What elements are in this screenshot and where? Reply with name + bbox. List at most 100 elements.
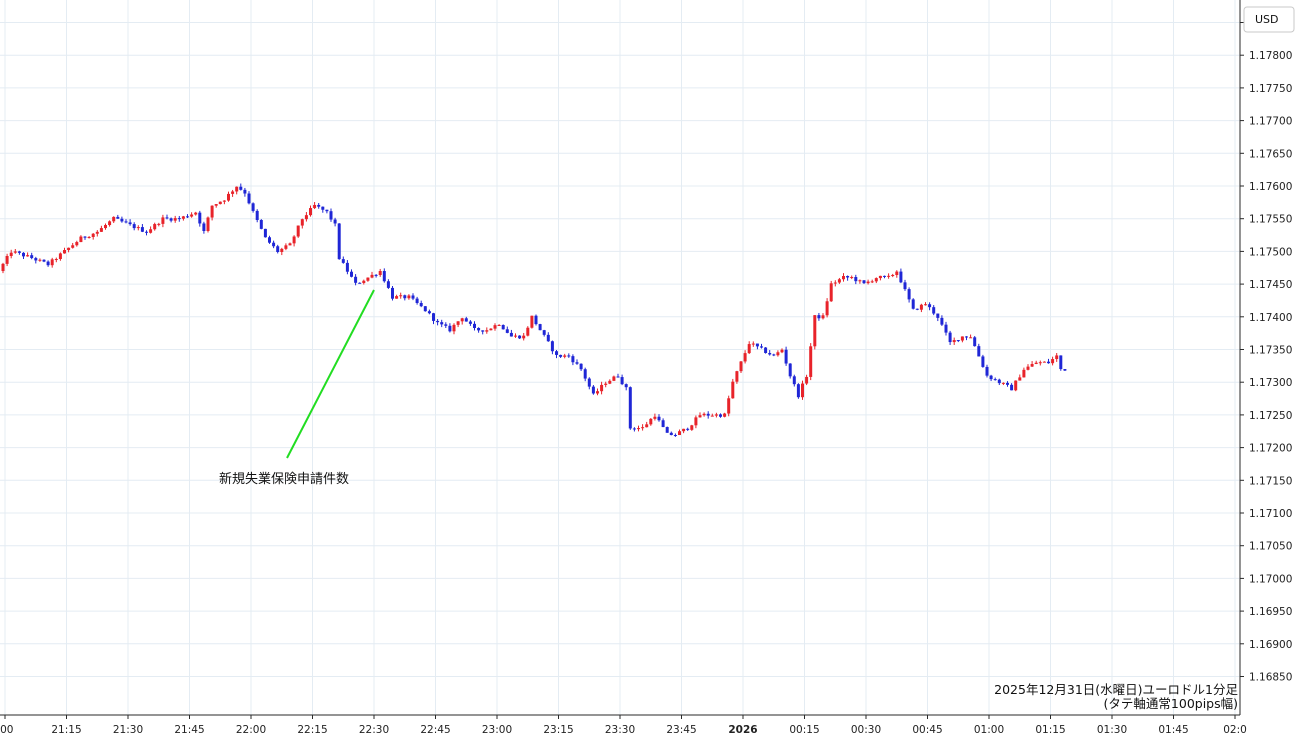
- candle: [489, 328, 493, 331]
- candle: [5, 253, 9, 267]
- candle: [842, 273, 845, 282]
- candle-body: [321, 206, 325, 210]
- candle-body: [956, 340, 960, 342]
- candle-body: [75, 242, 79, 246]
- candle-body: [1026, 366, 1030, 370]
- candle: [1, 262, 5, 274]
- candle: [948, 330, 952, 345]
- candle-body: [698, 415, 702, 418]
- candle-body: [1006, 382, 1009, 385]
- candle-body: [792, 376, 796, 385]
- candle: [1030, 361, 1034, 367]
- price-tick-label: 1.17300: [1249, 377, 1292, 389]
- candle-body: [1010, 384, 1014, 391]
- price-tick-label: 1.17100: [1249, 508, 1292, 520]
- candle-body: [468, 321, 472, 324]
- candle: [522, 332, 526, 341]
- candle: [452, 323, 456, 335]
- candle: [386, 279, 390, 289]
- candle: [140, 224, 144, 233]
- candle-body: [624, 384, 628, 388]
- candle: [157, 222, 161, 227]
- candle: [30, 252, 34, 260]
- candle-body: [272, 242, 276, 247]
- candle: [99, 225, 103, 232]
- candle-body: [485, 330, 489, 332]
- candle-body: [22, 252, 25, 257]
- candle: [382, 268, 386, 283]
- candle-body: [128, 222, 132, 225]
- candle: [1006, 381, 1009, 387]
- candle: [1055, 353, 1059, 362]
- candle-body: [903, 282, 907, 290]
- candle: [186, 214, 189, 219]
- time-tick-label: 22:30: [359, 724, 389, 736]
- candle: [907, 287, 911, 303]
- candle: [632, 427, 636, 432]
- candle: [579, 363, 583, 371]
- candle-body: [460, 318, 464, 322]
- candle: [751, 341, 755, 347]
- candle: [71, 242, 75, 249]
- candle: [608, 379, 612, 385]
- candle: [268, 235, 271, 244]
- candle-body: [300, 219, 304, 226]
- candle-body: [678, 431, 681, 436]
- candle: [63, 247, 66, 254]
- candle: [132, 222, 136, 231]
- price-tick-label: 1.17250: [1249, 410, 1292, 422]
- candle-body: [924, 304, 927, 306]
- candle: [235, 186, 239, 195]
- time-axis-background: [0, 715, 1240, 745]
- candle: [727, 395, 731, 417]
- currency-button[interactable]: USD: [1243, 6, 1295, 33]
- candle: [255, 209, 259, 223]
- candle: [575, 359, 579, 365]
- candle: [514, 333, 517, 338]
- candle-body: [600, 384, 604, 392]
- candle: [169, 217, 173, 223]
- candle: [181, 215, 185, 221]
- candle-body: [965, 336, 968, 338]
- candle: [661, 418, 665, 428]
- candle-body: [403, 295, 407, 299]
- candle: [714, 412, 718, 418]
- candle-body: [911, 299, 915, 309]
- candle-body: [739, 361, 743, 372]
- candle: [145, 230, 148, 236]
- candle: [862, 280, 866, 285]
- candle: [932, 305, 936, 316]
- candle-body: [280, 248, 284, 253]
- candle-body: [534, 315, 538, 325]
- price-tick-label: 1.17200: [1249, 443, 1292, 455]
- candle-body: [837, 279, 841, 283]
- candle-body: [9, 252, 13, 256]
- candle: [153, 222, 157, 231]
- candle-body: [87, 236, 91, 238]
- price-tick-label: 1.16950: [1249, 606, 1292, 618]
- candle-body: [985, 366, 989, 376]
- candle: [891, 273, 895, 278]
- candle-body: [714, 414, 718, 416]
- candle-body: [751, 343, 755, 345]
- candle-body: [214, 204, 218, 206]
- candle-body: [444, 324, 448, 326]
- candle-body: [1063, 369, 1067, 371]
- candle: [526, 326, 530, 337]
- candle-body: [124, 221, 128, 223]
- candle: [9, 249, 13, 259]
- price-tick-label: 1.17400: [1249, 312, 1292, 324]
- candle-body: [546, 334, 550, 342]
- candle: [538, 323, 542, 331]
- candle: [173, 215, 177, 223]
- time-tick-label: 2026: [728, 724, 757, 736]
- candle-body: [874, 278, 878, 282]
- candle-body: [177, 218, 181, 220]
- candle-body: [878, 275, 882, 279]
- candle-body: [555, 351, 558, 355]
- candle-body: [17, 251, 21, 253]
- candle-body: [1042, 361, 1046, 363]
- candle-body: [99, 228, 103, 232]
